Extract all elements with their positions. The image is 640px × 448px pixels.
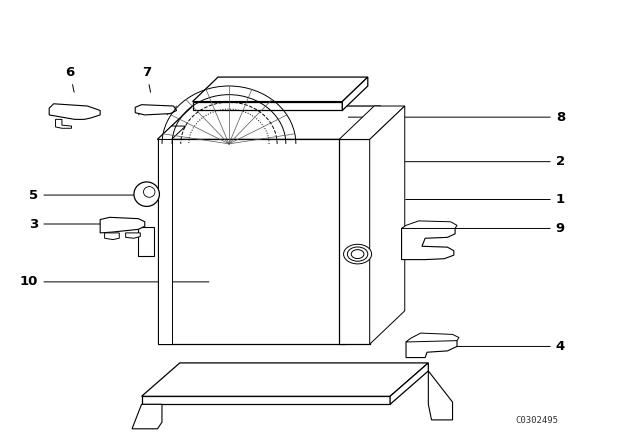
Polygon shape: [428, 371, 452, 420]
Polygon shape: [193, 77, 368, 102]
Text: 4: 4: [438, 340, 565, 353]
Text: 5: 5: [29, 189, 139, 202]
Polygon shape: [157, 126, 186, 139]
Circle shape: [351, 250, 364, 258]
Ellipse shape: [134, 182, 159, 207]
Polygon shape: [342, 77, 368, 111]
Text: C0302495: C0302495: [515, 416, 558, 425]
Polygon shape: [406, 333, 459, 342]
Circle shape: [344, 244, 372, 264]
Text: 10: 10: [20, 276, 209, 289]
Circle shape: [348, 247, 368, 261]
Bar: [339, 139, 370, 344]
Bar: [157, 139, 172, 344]
Polygon shape: [339, 106, 404, 139]
Polygon shape: [157, 106, 381, 139]
Polygon shape: [346, 106, 381, 344]
Text: 2: 2: [383, 155, 565, 168]
Polygon shape: [132, 404, 162, 429]
Polygon shape: [406, 336, 457, 358]
Polygon shape: [49, 104, 100, 119]
Polygon shape: [100, 217, 145, 233]
Polygon shape: [141, 396, 390, 404]
Polygon shape: [135, 105, 177, 115]
Text: 8: 8: [348, 111, 565, 124]
Text: 9: 9: [453, 222, 565, 235]
Text: 6: 6: [65, 66, 75, 92]
Bar: [157, 139, 346, 344]
Ellipse shape: [143, 187, 155, 197]
Polygon shape: [104, 233, 119, 240]
Polygon shape: [141, 363, 428, 396]
Text: 7: 7: [142, 66, 151, 92]
Polygon shape: [56, 119, 72, 128]
Polygon shape: [125, 233, 140, 238]
Polygon shape: [193, 102, 342, 111]
Polygon shape: [370, 106, 404, 344]
Text: 1: 1: [406, 193, 565, 206]
Polygon shape: [401, 221, 457, 228]
Text: 3: 3: [29, 217, 123, 231]
Bar: [138, 227, 154, 256]
Bar: [157, 139, 346, 344]
Polygon shape: [401, 224, 455, 260]
Polygon shape: [390, 363, 428, 404]
